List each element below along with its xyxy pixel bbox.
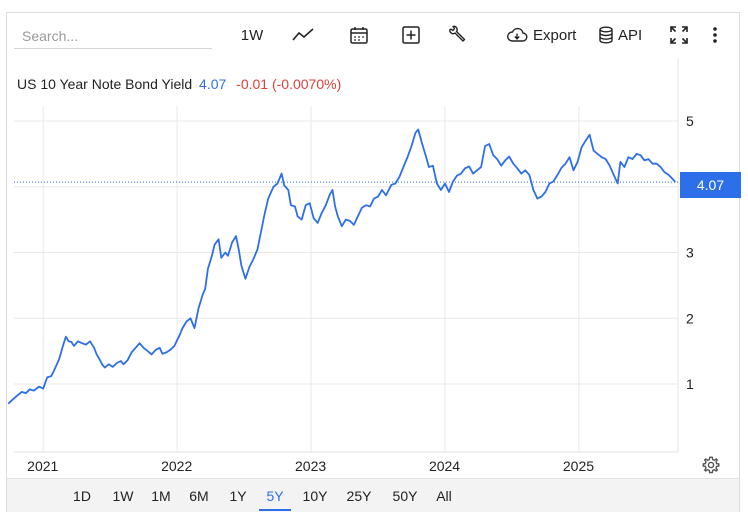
api-label: API bbox=[618, 26, 643, 44]
line-chart-icon bbox=[292, 28, 314, 42]
range-selector: 1D 1W 1M 6M 1Y 5Y 10Y 25Y 50Y All bbox=[7, 478, 739, 512]
range-button-1y[interactable]: 1Y bbox=[229, 488, 247, 504]
range-button-6m[interactable]: 6M bbox=[189, 488, 209, 504]
range-button-50y[interactable]: 50Y bbox=[392, 488, 418, 504]
compare-button[interactable] bbox=[398, 22, 424, 48]
x-tick-label: 2025 bbox=[563, 458, 594, 474]
x-tick-label: 2023 bbox=[295, 458, 326, 474]
chart-title: US 10 Year Note Bond Yield bbox=[17, 76, 193, 92]
indicators-button[interactable] bbox=[444, 22, 470, 48]
y-tick-label: 5 bbox=[686, 113, 694, 129]
value-change: -0.01 (-0.0070%) bbox=[236, 76, 342, 92]
y-tick-label: 3 bbox=[686, 245, 694, 261]
calendar-icon bbox=[349, 25, 369, 45]
y-tick-label: 1 bbox=[686, 376, 694, 392]
y-tick-label: 2 bbox=[686, 310, 694, 326]
export-label: Export bbox=[533, 26, 577, 44]
more-options-button[interactable] bbox=[706, 22, 724, 48]
last-price-tag: 4.07 bbox=[680, 172, 741, 198]
range-button-1m[interactable]: 1M bbox=[151, 488, 171, 504]
x-tick-label: 2021 bbox=[27, 458, 58, 474]
interval-label: 1W bbox=[240, 26, 264, 44]
date-range-button[interactable] bbox=[346, 22, 372, 48]
gear-icon bbox=[701, 456, 721, 479]
range-button-5y[interactable]: 5Y bbox=[259, 479, 291, 511]
export-button[interactable]: Export bbox=[506, 22, 582, 48]
wrench-icon bbox=[447, 25, 467, 45]
cloud-download-icon bbox=[506, 27, 528, 43]
chart-header: US 10 Year Note Bond Yield 4.07 -0.01 (-… bbox=[17, 76, 341, 92]
series-line bbox=[7, 128, 676, 405]
range-button-25y[interactable]: 25Y bbox=[346, 488, 372, 504]
fullscreen-button[interactable] bbox=[667, 22, 691, 48]
current-value: 4.07 bbox=[199, 76, 227, 92]
x-tick-label: 2022 bbox=[161, 458, 192, 474]
range-button-1w[interactable]: 1W bbox=[112, 488, 134, 504]
more-vertical-icon bbox=[712, 26, 718, 44]
chart-type-button[interactable] bbox=[290, 22, 316, 48]
api-button[interactable]: API bbox=[598, 22, 648, 48]
add-box-icon bbox=[401, 25, 421, 45]
range-button-10y[interactable]: 10Y bbox=[302, 488, 328, 504]
search-input[interactable] bbox=[14, 23, 212, 49]
fullscreen-icon bbox=[669, 25, 689, 45]
chart-widget bbox=[6, 12, 740, 512]
database-icon bbox=[598, 26, 614, 44]
range-button-all[interactable]: All bbox=[436, 488, 452, 504]
interval-button[interactable]: 1W bbox=[234, 22, 270, 48]
range-button-1d[interactable]: 1D bbox=[73, 488, 91, 504]
chart-settings-button[interactable] bbox=[701, 455, 721, 475]
x-tick-label: 2024 bbox=[429, 458, 460, 474]
